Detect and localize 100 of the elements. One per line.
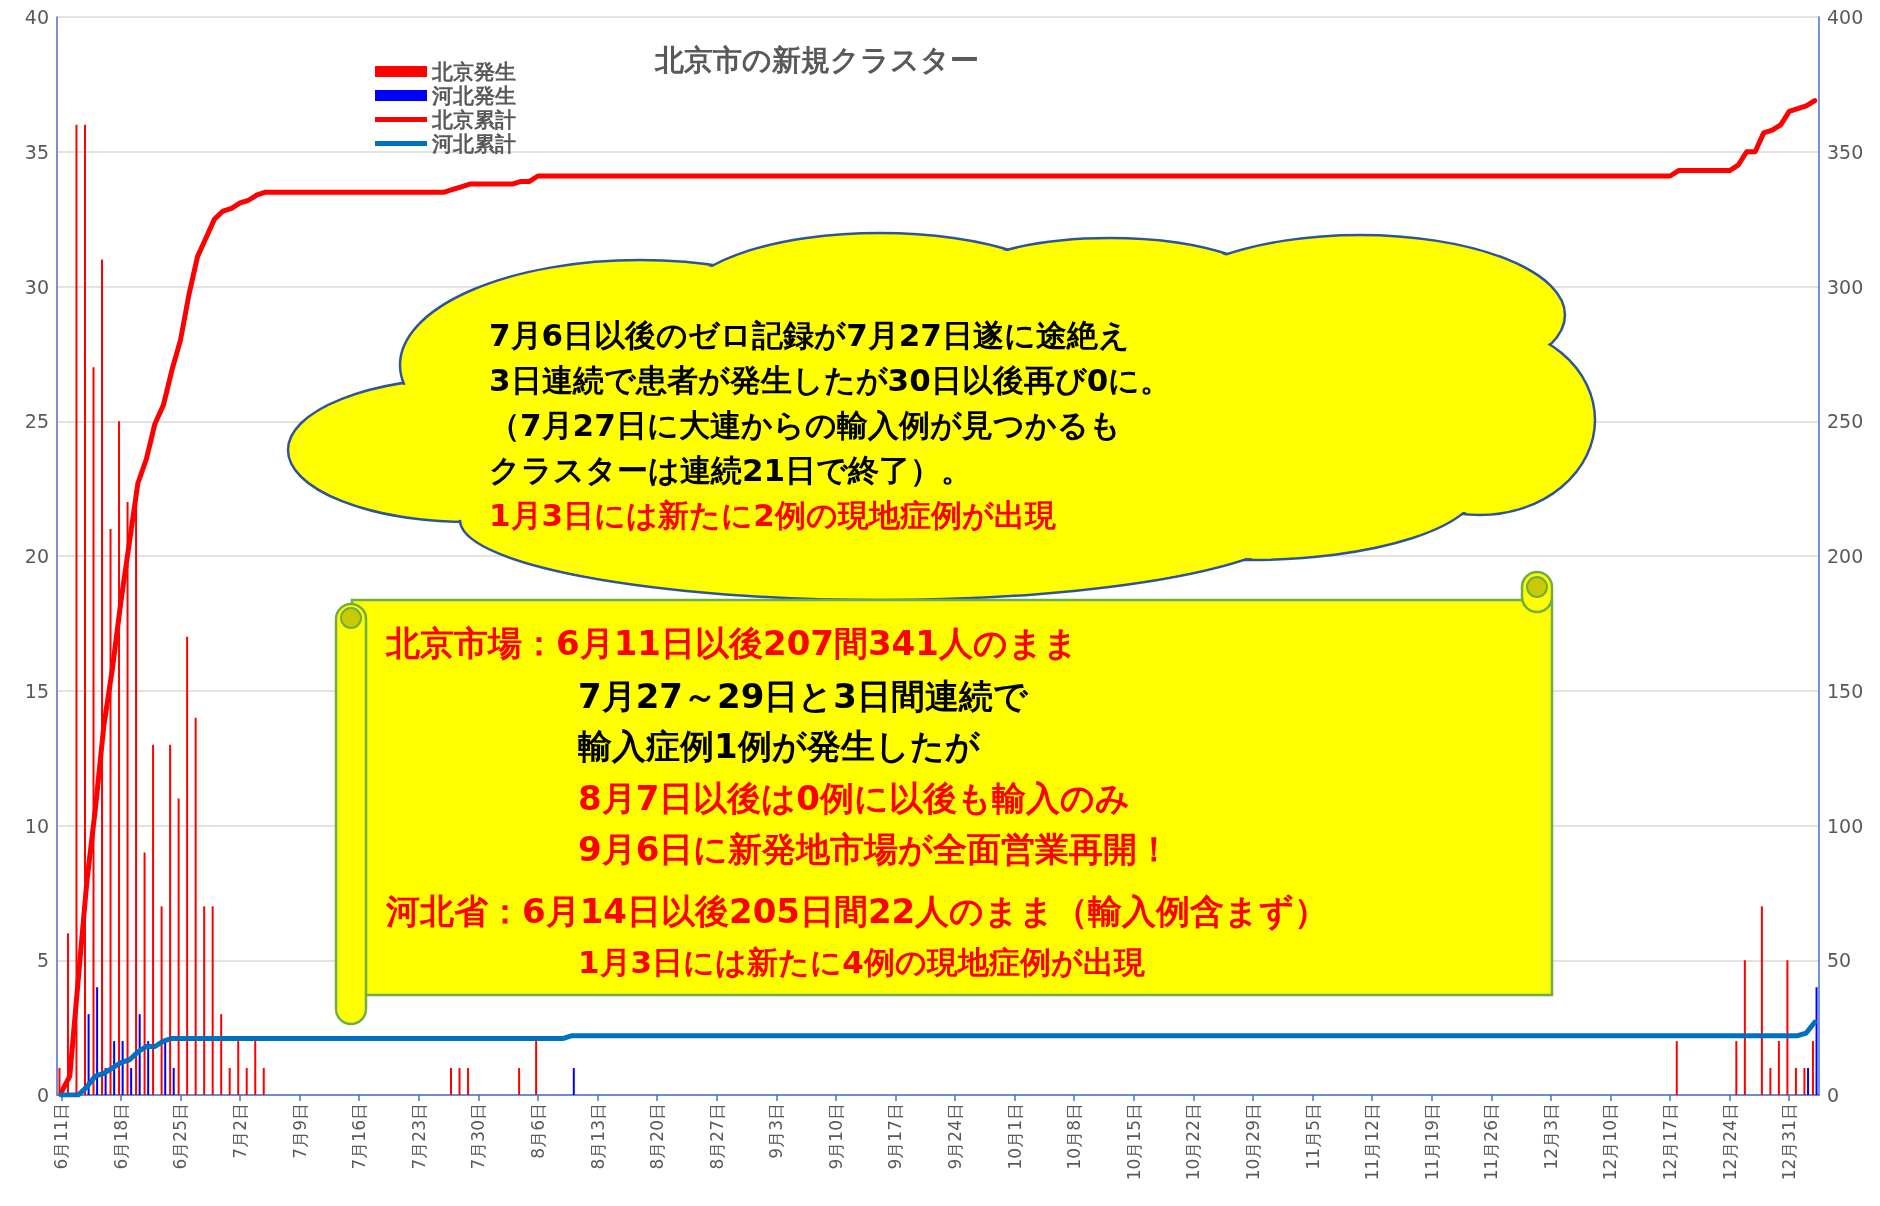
bar (1811, 1041, 1814, 1095)
x-tick-label: 12月3日 (1540, 1103, 1561, 1170)
y2-tick-label: 400 (1827, 6, 1864, 28)
annotation: 河北省：6月14日以後205日間22人のまま（輸入例含まず） (386, 891, 1329, 931)
x-tick-label: 9月17日 (885, 1103, 906, 1170)
x-tick-label: 12月17日 (1660, 1103, 1681, 1181)
bar (458, 1068, 461, 1095)
bar (164, 1041, 167, 1095)
y-tick-label: 30 (24, 275, 49, 298)
x-tick-label: 8月27日 (706, 1103, 727, 1170)
x-tick-label: 10月29日 (1242, 1103, 1263, 1181)
x-tick-label: 7月16日 (349, 1103, 370, 1170)
bar (450, 1068, 453, 1095)
bar (177, 798, 180, 1095)
annotation: 1月3日には新たに2例の現地症例が出現 (489, 497, 1056, 533)
x-tick-label: 8月20日 (647, 1103, 668, 1170)
bar (237, 1041, 240, 1095)
annotation: （7月27日に大連からの輸入例が見つかるも (489, 407, 1121, 443)
annotation: 北京市場：6月11日以後207間341人のまま (386, 623, 1078, 663)
bar (1803, 1068, 1806, 1095)
y-tick-label: 5 (36, 949, 49, 972)
x-tick-label: 12月31日 (1779, 1103, 1800, 1181)
bar (572, 1068, 575, 1095)
x-tick-label: 10月22日 (1183, 1103, 1204, 1181)
legend-label: 北京累計 (431, 107, 516, 132)
bar (228, 1068, 231, 1095)
bar (1786, 960, 1789, 1095)
y2-tick-label: 250 (1827, 410, 1864, 433)
y2-tick-label: 350 (1827, 140, 1864, 163)
bar (1769, 1068, 1772, 1095)
bar (1815, 987, 1818, 1095)
bar (1743, 960, 1746, 1095)
y-tick-label: 10 (24, 814, 49, 837)
y2-tick-label: 100 (1827, 814, 1864, 837)
bar (262, 1068, 265, 1095)
y2-tick-label: 200 (1827, 545, 1864, 567)
x-tick-label: 11月19日 (1421, 1103, 1442, 1181)
annotation: 7月27～29日と3日間連続で (578, 676, 1028, 716)
y2-tick-label: 150 (1827, 679, 1864, 702)
x-tick-label: 11月5日 (1302, 1103, 1323, 1170)
annotation: 1月3日には新たに4例の現地症例が出現 (578, 944, 1145, 980)
x-tick-label: 9月24日 (945, 1103, 966, 1170)
x-tick-label: 9月10日 (825, 1103, 846, 1170)
bar (143, 852, 146, 1095)
y2-tick-label: 0 (1827, 1084, 1840, 1106)
bar (1675, 1041, 1678, 1095)
x-tick-label: 8月6日 (527, 1103, 548, 1159)
x-tick-label: 11月12日 (1362, 1103, 1383, 1181)
annotation: 9月6日に新発地市場が全面営業再開！ (578, 829, 1172, 869)
legend-label: 北京発生 (431, 59, 516, 84)
x-tick-label: 6月11日 (51, 1103, 72, 1170)
bar (1794, 1068, 1797, 1095)
bar (121, 1041, 124, 1095)
x-tick-label: 6月25日 (170, 1103, 191, 1170)
bar (172, 1068, 175, 1095)
y-tick-label: 15 (24, 679, 49, 702)
bar (138, 1014, 141, 1095)
y-tick-label: 35 (24, 140, 49, 163)
x-tick-label: 7月2日 (230, 1103, 251, 1159)
y-tick-label: 0 (36, 1084, 49, 1106)
bar (160, 906, 163, 1095)
x-tick-label: 12月24日 (1719, 1103, 1740, 1181)
x-tick-label: 7月9日 (289, 1103, 310, 1159)
x-tick-label: 7月23日 (408, 1103, 429, 1170)
y2-tick-label: 50 (1827, 949, 1852, 972)
x-tick-label: 7月30日 (468, 1103, 489, 1170)
bar (211, 906, 214, 1095)
bar (518, 1068, 521, 1095)
bar (254, 1041, 257, 1095)
bar (194, 717, 197, 1095)
x-tick-label: 10月8日 (1064, 1103, 1085, 1170)
annotation: 7月6日以後のゼロ記録が7月27日遂に途絶え (489, 317, 1130, 353)
x-tick-label: 10月1日 (1004, 1103, 1025, 1170)
x-tick-label: 10月15日 (1123, 1103, 1144, 1181)
bar (1807, 1068, 1810, 1095)
annotation: 3日連続で患者が発生したが30日以後再び0に。 (489, 362, 1172, 398)
annotation: クラスターは連続21日で終了）。 (489, 452, 973, 488)
annotation: 輸入症例1例が発生したが (578, 726, 980, 766)
bar (535, 1041, 538, 1095)
bar (147, 1041, 150, 1095)
bar (220, 1014, 223, 1095)
x-tick-label: 6月18日 (110, 1103, 131, 1170)
bar (96, 987, 99, 1095)
y-tick-label: 20 (24, 545, 49, 567)
bar (1777, 1041, 1780, 1095)
annotation: 8月7日以後は0例に以後も輸入のみ (578, 778, 1130, 818)
legend-label: 河北累計 (431, 131, 516, 156)
bar (152, 744, 155, 1095)
bar (1735, 1041, 1738, 1095)
bar (203, 906, 206, 1095)
legend-label: 河北発生 (431, 83, 516, 108)
x-tick-label: 11月26日 (1481, 1103, 1502, 1181)
x-tick-label: 12月10日 (1600, 1103, 1621, 1181)
bar (130, 1068, 133, 1095)
x-tick-label: 9月3日 (766, 1103, 787, 1159)
x-tick-label: 8月13日 (587, 1103, 608, 1170)
bar (1760, 906, 1763, 1095)
text: 北京市の新規クラスター (654, 42, 979, 77)
bar (245, 1068, 248, 1095)
y-tick-label: 40 (24, 6, 49, 28)
